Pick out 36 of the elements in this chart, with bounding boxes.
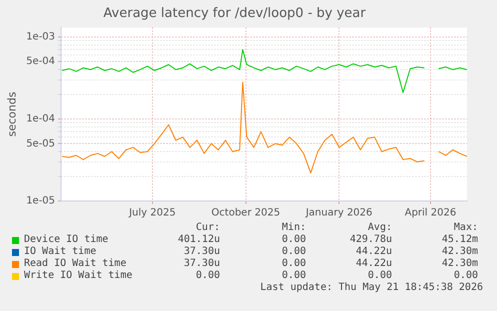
- y-tick-label: 5e-05: [26, 138, 56, 150]
- x-tick-label: October 2025: [211, 208, 280, 219]
- text: 401.12u: [176, 234, 220, 246]
- text: 45.12m: [440, 234, 478, 246]
- text: Cur:: [194, 222, 220, 234]
- text: 0.00: [280, 258, 306, 270]
- x-tick-label: April 2026: [404, 208, 456, 219]
- chart-title: Average latency for /dev/loop0 - by year: [103, 6, 366, 22]
- legend-label: IO Wait time: [24, 246, 98, 258]
- y-tick-label: 5e-04: [26, 56, 56, 68]
- x-tick-label: July 2025: [128, 208, 176, 219]
- text: 42.30m: [440, 258, 478, 270]
- text: 0.00: [280, 234, 306, 246]
- legend-label: Device IO time: [24, 234, 110, 246]
- y-tick-label: 1e-03: [26, 32, 56, 43]
- legend-label: Write IO Wait time: [24, 270, 134, 282]
- y-axis-title: seconds: [5, 92, 18, 137]
- text: 44.22u: [354, 246, 392, 258]
- y-tick-label: 1e-05: [26, 196, 56, 207]
- text: 37.30u: [182, 258, 220, 270]
- text: Avg:: [366, 222, 392, 234]
- text: 42.30m: [440, 246, 478, 258]
- text: 0.00: [194, 270, 220, 282]
- y-tick-label: 1e-04: [26, 114, 56, 125]
- legend-label: Read IO Wait time: [24, 258, 128, 270]
- text: 44.22u: [354, 258, 392, 270]
- text: 0.00: [280, 246, 306, 258]
- text: Min:: [280, 222, 306, 234]
- text: Last update: Thu May 21 18:45:38 2026: [260, 282, 483, 293]
- text: 37.30u: [182, 246, 220, 258]
- text: Max:: [452, 222, 478, 234]
- x-tick-label: January 2026: [304, 208, 372, 219]
- text: 429.78u: [348, 234, 392, 246]
- text: 0.00: [366, 270, 392, 282]
- text: 0.00: [280, 270, 306, 282]
- text: 0.00: [452, 270, 478, 282]
